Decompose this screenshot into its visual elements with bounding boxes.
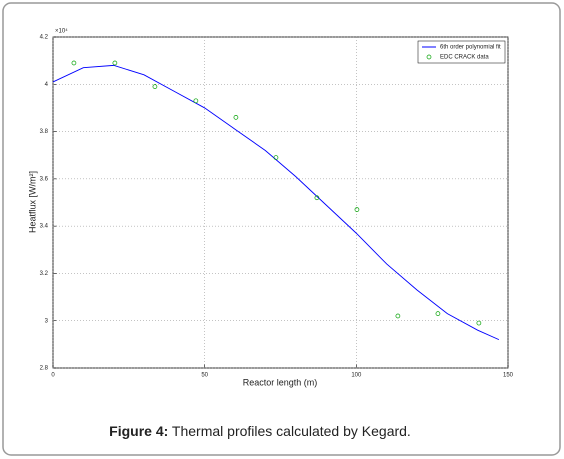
- legend-box: [417, 40, 506, 64]
- legend-marker: [426, 54, 432, 60]
- data-point: [112, 60, 118, 66]
- x-axis-label: Reactor length (m): [243, 377, 318, 387]
- y-tick-label: 3.2: [40, 271, 49, 277]
- y-axis-label: Heatflux [W/m²]: [27, 171, 37, 233]
- data-point: [435, 311, 441, 316]
- y-tick-label: 2.8: [40, 366, 49, 372]
- data-point: [395, 313, 401, 319]
- y-tick-label: 4: [45, 82, 49, 88]
- y-tick-label: 3: [45, 318, 49, 324]
- data-point: [71, 60, 77, 66]
- data-point: [233, 115, 239, 120]
- x-tick-label: 0: [51, 373, 55, 379]
- caption: Figure 4: Thermal profiles calculated by…: [109, 423, 411, 439]
- x-tick-label: 100: [351, 373, 362, 379]
- y-multiplier: ×10⁴: [55, 28, 68, 35]
- data-point: [476, 320, 482, 326]
- data-point: [273, 155, 279, 160]
- x-tick-label: 50: [201, 373, 208, 379]
- data-point: [152, 84, 158, 90]
- legend-label: 6th order polynomial fit: [440, 45, 501, 51]
- caption-label: Figure 4:: [109, 423, 168, 439]
- y-tick-label: 3.8: [40, 129, 49, 135]
- y-tick-label: 3.4: [40, 224, 49, 230]
- data-point: [354, 207, 360, 212]
- y-tick-label: 3.6: [40, 176, 49, 182]
- fit-line: [52, 64, 500, 341]
- caption-text: Thermal profiles calculated by Kegard.: [172, 423, 411, 439]
- data-point: [314, 195, 320, 201]
- y-tick-label: 4.2: [40, 35, 49, 41]
- legend-label: EDC CRACK data: [440, 55, 489, 61]
- plot-area: [52, 36, 509, 369]
- data-point: [193, 98, 199, 104]
- x-tick-label: 150: [503, 373, 514, 379]
